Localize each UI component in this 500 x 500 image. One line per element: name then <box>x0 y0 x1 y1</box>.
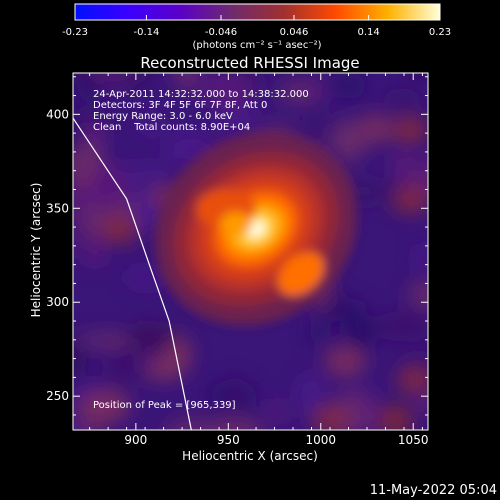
colorbar-tick-label: 0.046 <box>280 27 309 38</box>
footer-date: 11-May-2022 05:04 <box>370 483 497 498</box>
noise-blob <box>73 106 84 155</box>
noise-blob <box>73 425 82 430</box>
chart-title: Reconstructed RHESSI Image <box>140 54 359 72</box>
noise-blob <box>324 345 367 378</box>
annotation-clean: Clean Total counts: 8.90E+04 <box>93 122 250 133</box>
solar-limb-line <box>73 117 192 430</box>
annotation-time: 24-Apr-2011 14:32:32.000 to 14:38:32.000 <box>93 89 309 100</box>
noise-blob <box>174 73 197 92</box>
noise-blob <box>73 343 86 383</box>
colorbar-tick-label: 0.14 <box>357 27 379 38</box>
x-tick-label: 1000 <box>305 433 336 447</box>
noise-blob <box>120 163 175 185</box>
axis-ticks: 900 950 1000 1050 250 300 350 400 <box>46 73 428 447</box>
noise-blob <box>383 88 421 113</box>
noise-blob <box>412 392 428 416</box>
colorbar-label: (photons cm⁻² s⁻¹ asec⁻²) <box>192 40 321 51</box>
noise-blob <box>205 416 264 430</box>
colorbar-tick-label: 0.23 <box>429 27 451 38</box>
colorbar-ticks: -0.23 -0.14 -0.046 0.046 0.14 0.23 <box>62 15 451 38</box>
noise-blob <box>102 347 148 386</box>
noise-blob <box>127 323 176 354</box>
plot-frame <box>72 72 429 431</box>
y-axis-label: Heliocentric Y (arcsec) <box>29 183 43 318</box>
noise-blob <box>308 319 330 345</box>
noise-blob <box>413 73 428 75</box>
noise-blob <box>195 73 259 108</box>
colorbar-tick-label: -0.14 <box>133 27 159 38</box>
y-tick-label: 350 <box>46 201 69 215</box>
noise-blob <box>331 119 367 162</box>
noise-red-patch <box>377 406 413 430</box>
x-tick-label: 1050 <box>398 433 429 447</box>
source-lobe <box>278 252 325 296</box>
peak-position-label: Position of Peak = [965,339] <box>93 400 236 411</box>
noise-blob <box>222 376 248 411</box>
noise-blob <box>73 241 81 254</box>
noise-red-patch <box>102 216 138 244</box>
y-tick-label: 250 <box>46 389 69 403</box>
source-lobe <box>220 211 253 236</box>
colorbar-tick-label: -0.046 <box>205 27 237 38</box>
noise-blob <box>165 417 219 430</box>
annotation-energy: Energy Range: 3.0 - 6.0 keV <box>93 111 233 122</box>
noise-blob <box>328 73 367 99</box>
noise-blob <box>375 310 428 342</box>
noise-blob <box>266 398 288 426</box>
noise-blob <box>413 243 428 274</box>
noise-red-patch <box>392 186 428 214</box>
x-axis-label: Heliocentric X (arcsec) <box>182 449 318 463</box>
noise-blob <box>138 113 166 136</box>
noise-blob <box>81 389 131 424</box>
noise-red-patch <box>392 116 428 144</box>
noise-blob <box>278 83 316 104</box>
noise-blob <box>341 305 371 348</box>
colorbar <box>74 3 441 21</box>
noise-blob <box>295 371 326 418</box>
noise-blob <box>215 106 257 134</box>
x-tick-label: 900 <box>124 433 147 447</box>
noise-blob <box>88 163 131 207</box>
source-emission <box>155 132 357 326</box>
y-tick-label: 400 <box>46 107 69 121</box>
noise-blob <box>408 280 428 309</box>
noise-blob <box>85 73 136 89</box>
annotation-detectors: Detectors: 3F 4F 5F 6F 7F 8F, Att 0 <box>93 100 267 111</box>
heatmap-image <box>73 73 428 430</box>
noise-blob <box>357 113 394 145</box>
noise-blob <box>302 107 332 143</box>
noise-blob <box>79 331 138 349</box>
noise-blob <box>84 232 106 269</box>
colorbar-tick-label: -0.23 <box>62 27 88 38</box>
x-tick-label: 950 <box>217 433 240 447</box>
noise-blob <box>391 156 428 197</box>
noise-blob <box>73 141 103 177</box>
noise-blob <box>122 267 170 288</box>
noise-red-patch <box>397 366 428 394</box>
y-tick-label: 300 <box>46 295 69 309</box>
